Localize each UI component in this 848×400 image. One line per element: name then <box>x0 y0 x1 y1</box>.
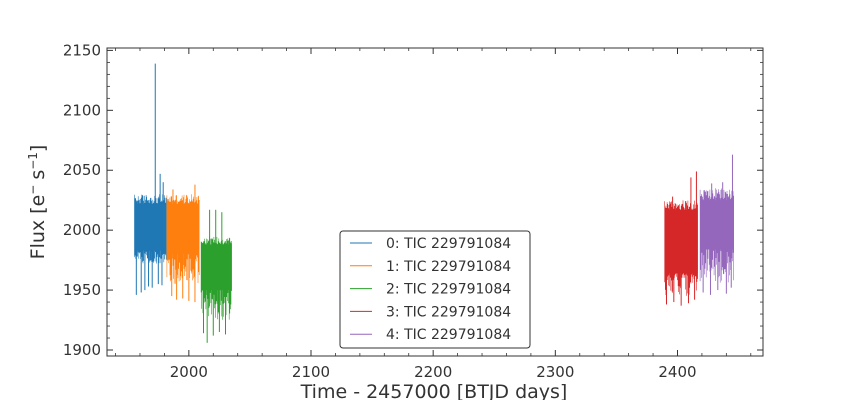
axis-ticks: 2000 2100 2200 2300 2400 1900 1950 2000 2050 2100… <box>63 41 763 381</box>
plot-area <box>134 63 734 343</box>
plot-frame <box>106 47 764 357</box>
x-tick-label-4: 2400 <box>658 363 696 381</box>
x-axis-label: Time - 2457000 [BTJD days] <box>300 381 568 400</box>
x-tick-label-1: 2100 <box>292 363 330 381</box>
legend-label-4: 4: TIC 229791084 <box>386 327 511 343</box>
series-2-band <box>201 244 232 291</box>
y-tick-label-2: 2000 <box>63 221 101 239</box>
x-tick-label-3: 2300 <box>536 363 574 381</box>
y-tick-label-1: 1950 <box>63 281 101 299</box>
series-1-lightcurve <box>166 184 200 303</box>
series-4-band <box>700 200 734 250</box>
legend: 0: TIC 229791084 1: TIC 229791084 2: TIC 2… <box>339 230 531 349</box>
y-axis-label: Flux [e−s−1] <box>26 145 49 260</box>
series-0-lightcurve <box>134 63 167 295</box>
legend-label-2: 2: TIC 229791084 <box>386 282 511 298</box>
series-2-lightcurve <box>200 209 232 343</box>
x-tick-label-0: 2000 <box>170 363 208 381</box>
legend-label-1: 1: TIC 229791084 <box>386 259 511 275</box>
y-tick-label-5: 2150 <box>63 41 101 59</box>
legend-label-3: 3: TIC 229791084 <box>386 304 511 320</box>
y-tick-label-0: 1900 <box>63 341 101 359</box>
legend-box <box>339 230 531 349</box>
series-1-band <box>166 203 200 255</box>
x-tick-label-2: 2200 <box>414 363 452 381</box>
series-4-lightcurve <box>699 154 734 295</box>
y-tick-label-4: 2100 <box>63 101 101 119</box>
series-3-band <box>664 209 698 274</box>
series-0-band <box>134 203 167 251</box>
series-3-lightcurve <box>664 171 698 306</box>
y-tick-label-3: 2050 <box>63 161 101 179</box>
legend-label-0: 0: TIC 229791084 <box>386 236 511 252</box>
